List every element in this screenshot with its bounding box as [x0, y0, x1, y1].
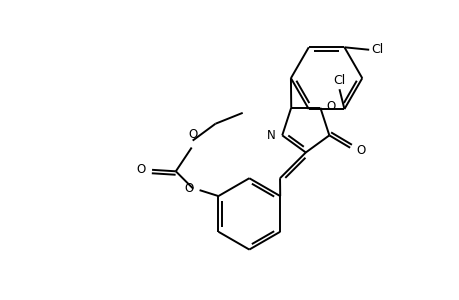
Text: N: N [267, 129, 275, 142]
Text: O: O [188, 128, 197, 141]
Text: Cl: Cl [371, 43, 383, 56]
Text: O: O [355, 144, 364, 157]
Text: O: O [326, 100, 336, 113]
Text: Cl: Cl [333, 74, 345, 87]
Text: O: O [184, 182, 193, 195]
Text: O: O [136, 163, 146, 176]
